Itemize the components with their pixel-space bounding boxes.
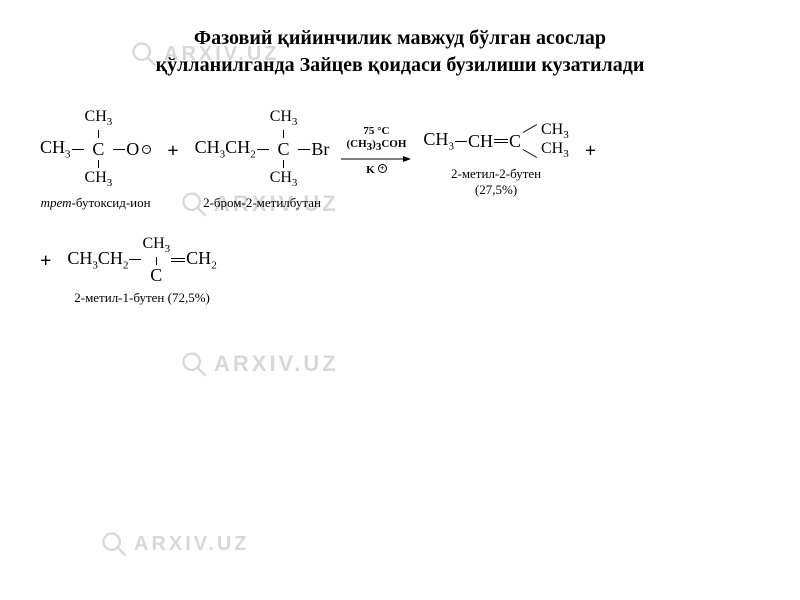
atom: C <box>92 140 104 158</box>
bond <box>98 160 99 168</box>
carbon-center: CH3 C CH3 <box>85 109 113 189</box>
search-icon <box>180 350 208 378</box>
double-bond <box>171 258 185 262</box>
title-line-1: Фазовий қийинчилик мавжуд бўлган асослар <box>60 25 740 52</box>
reaction-row-2: + CH3CH2 CH3 C CH2 2-метил-1-бутен (72,5… <box>40 236 780 305</box>
compound-label: 2-метил-1-бутен (72,5%) <box>74 290 210 306</box>
group: CH3 <box>85 109 113 128</box>
arrow-icon <box>341 154 411 164</box>
bond <box>72 149 84 150</box>
group: CH3 <box>270 170 298 189</box>
bond <box>298 149 310 150</box>
watermark: ARXIV.UZ <box>100 530 250 558</box>
condition-temp: 75 °C <box>363 125 389 138</box>
plus-sign: + <box>40 250 59 291</box>
group: CH3CH2 <box>195 138 256 161</box>
formula: CH3CH2 CH3 C CH2 <box>67 236 216 283</box>
bond <box>455 141 467 142</box>
bond <box>523 124 537 133</box>
group: CH3CH2 <box>67 249 128 272</box>
product-2-methyl-2-butene: CH3 CH C CH3 CH3 2-метил-2-бутен (27,5%) <box>423 122 568 198</box>
double-bond <box>494 139 508 143</box>
condition-solvent: (CH3)3COH <box>346 138 406 154</box>
group: CH3 <box>270 109 298 128</box>
formula: CH3CH2 CH3 C CH3 Br <box>195 109 330 189</box>
group: CH2 <box>186 249 217 272</box>
atom: O <box>126 140 139 158</box>
reaction-row-1: CH3 CH3 C CH3 O − трет-бутоксид-ион + <box>40 109 780 211</box>
atom: C <box>509 132 521 150</box>
group: CH3 <box>142 236 170 255</box>
group: CH <box>468 132 493 150</box>
formula: CH3 CH3 C CH3 O − <box>40 109 151 189</box>
bond <box>283 130 284 138</box>
group: CH3 <box>85 170 113 189</box>
bond <box>113 149 125 150</box>
bond <box>156 257 157 265</box>
title-line-2: қўлланилганда Зайцев қоидаси бузилиши ку… <box>60 52 740 79</box>
plus-sign: + <box>575 140 606 181</box>
watermark-text: ARXIV.UZ <box>214 351 339 377</box>
bond <box>129 259 141 260</box>
watermark-text: ARXIV.UZ <box>134 533 250 556</box>
compound-label: трет-бутоксид-ион <box>41 195 151 211</box>
reaction-arrow: 75 °C (CH3)3COH K+ <box>335 125 417 196</box>
group: CH3 <box>40 138 71 161</box>
bond <box>283 160 284 168</box>
compound-label: 2-метил-2-бутен (27,5%) <box>451 166 541 198</box>
page-title: Фазовий қийинчилик мавжуд бўлган асослар… <box>0 0 800 79</box>
atom: Br <box>311 140 329 158</box>
watermark: ARXIV.UZ <box>180 350 339 378</box>
reaction-scheme: CH3 CH3 C CH3 O − трет-бутоксид-ион + <box>0 79 800 306</box>
group: CH3 <box>541 122 569 141</box>
bond <box>523 149 537 158</box>
atom: C <box>278 140 290 158</box>
reactant-bromomethylbutane: CH3CH2 CH3 C CH3 Br 2-бром-2-метилбутан <box>195 109 330 211</box>
group: CH3 <box>423 130 454 153</box>
carbon-center: CH3 C CH3 <box>270 109 298 189</box>
plus-sign: + <box>157 140 188 181</box>
search-icon <box>100 530 128 558</box>
atom: C <box>150 266 162 284</box>
bond <box>98 130 99 138</box>
bond <box>257 149 269 150</box>
formula: CH3 CH C CH3 CH3 <box>423 122 568 160</box>
carbon-center: CH3 C <box>142 236 170 283</box>
compound-label: 2-бром-2-метилбутан <box>203 195 321 211</box>
product-2-methyl-1-butene: CH3CH2 CH3 C CH2 2-метил-1-бутен (72,5%) <box>67 236 216 305</box>
condition-cation: K+ <box>366 164 387 177</box>
charge-minus: − <box>142 145 151 154</box>
reactant-tert-butoxide: CH3 CH3 C CH3 O − трет-бутоксид-ион <box>40 109 151 211</box>
branch-group: CH3 CH3 <box>523 122 569 160</box>
group: CH3 <box>541 141 569 160</box>
